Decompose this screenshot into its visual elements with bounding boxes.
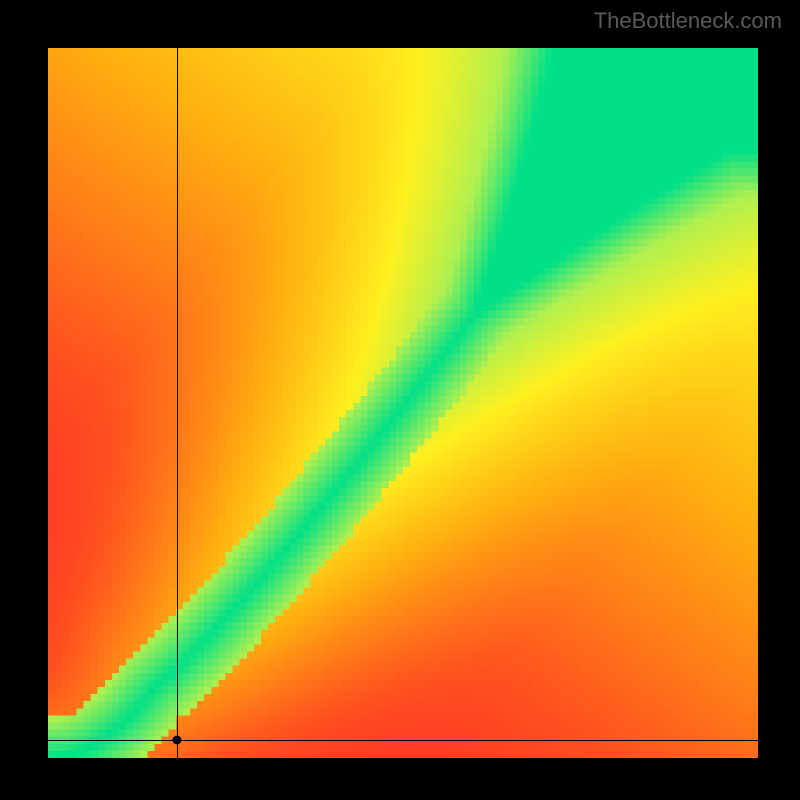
crosshair-marker xyxy=(173,736,182,745)
attribution-text: TheBottleneck.com xyxy=(594,8,782,34)
heatmap-canvas xyxy=(48,48,758,758)
crosshair-vertical xyxy=(177,48,178,758)
crosshair-horizontal xyxy=(48,740,758,741)
heatmap-plot xyxy=(48,48,758,758)
